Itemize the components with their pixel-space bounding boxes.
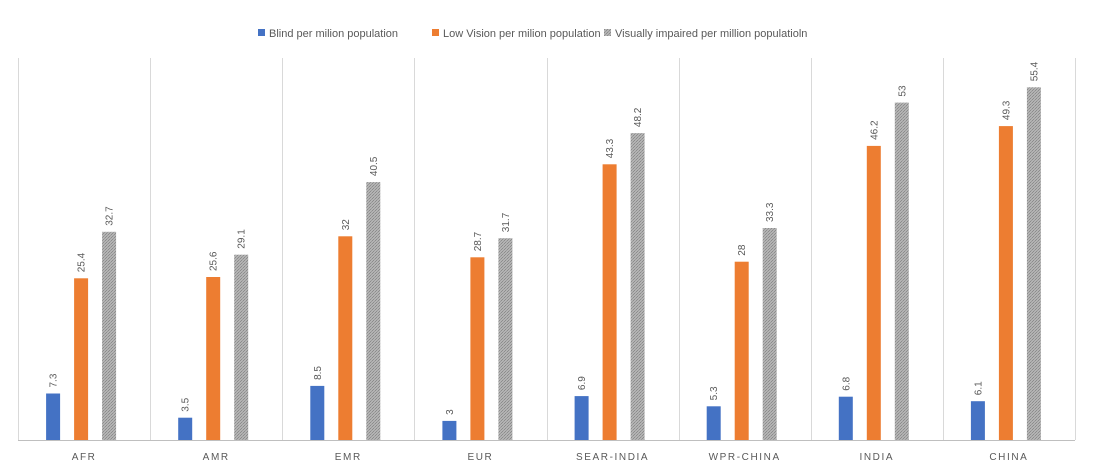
data-label-wpr-china-series-3: 33.3	[765, 202, 776, 222]
bar-china-series-1	[970, 401, 985, 440]
bar-india-series-3	[894, 102, 909, 440]
x-tick-label-india: INDIA	[859, 452, 894, 463]
bar-china-series-2	[998, 126, 1013, 440]
legend-swatch-3	[604, 29, 611, 36]
data-label-india-series-3: 53	[897, 85, 908, 97]
data-label-afr-series-2: 25.4	[77, 252, 88, 272]
legend-swatch-2	[432, 29, 439, 36]
data-label-eur-series-1: 3	[445, 409, 456, 415]
x-tick-label-amr: AMR	[203, 452, 230, 463]
data-label-india-series-2: 46.2	[869, 120, 880, 140]
bar-emr-series-1	[310, 385, 325, 440]
x-tick-label-emr: EMR	[335, 452, 362, 463]
data-label-china-series-2: 49.3	[1001, 100, 1012, 120]
bar-emr-series-2	[338, 236, 353, 440]
bar-wpr-china-series-2	[734, 261, 749, 440]
bar-amr-series-1	[178, 417, 193, 440]
bar-china-series-3	[1026, 87, 1041, 441]
x-tick-label-china: CHINA	[989, 452, 1028, 463]
x-tick-label-afr: AFR	[72, 452, 97, 463]
legend-label-3: Visually impaired per million populatiol…	[615, 28, 807, 40]
legend: Blind per milion population Low Vision pe…	[258, 28, 807, 40]
data-label-emr-series-3: 40.5	[369, 156, 380, 176]
data-label-eur-series-2: 28.7	[473, 231, 484, 251]
data-label-eur-series-3: 31.7	[501, 212, 512, 232]
category-gridlines	[18, 58, 1076, 441]
bar-sear-india-series-2	[602, 164, 617, 441]
bar-wpr-china-series-3	[762, 228, 777, 440]
legend-label-1: Blind per milion population	[269, 28, 398, 40]
data-label-emr-series-2: 32	[341, 219, 352, 231]
bar-emr-series-3	[366, 182, 381, 440]
data-label-afr-series-3: 32.7	[105, 206, 116, 226]
bar-sear-india-series-3	[630, 133, 645, 440]
data-label-afr-series-1: 7.3	[49, 373, 60, 387]
x-tick-label-sear-india: SEAR-INDIA	[576, 452, 649, 463]
bar-afr-series-1	[46, 393, 61, 440]
data-label-amr-series-3: 29.1	[237, 229, 248, 249]
bar-india-series-1	[838, 396, 853, 440]
data-label-amr-series-1: 3.5	[181, 397, 192, 411]
bar-sear-india-series-1	[574, 396, 589, 440]
bar-india-series-2	[866, 145, 881, 440]
data-label-china-series-3: 55.4	[1029, 61, 1040, 81]
bar-eur-series-3	[498, 238, 513, 440]
data-label-wpr-china-series-2: 28	[737, 244, 748, 256]
data-label-amr-series-2: 25.6	[209, 251, 220, 271]
data-label-sear-india-series-1: 6.9	[577, 376, 588, 390]
bars	[46, 87, 1041, 441]
data-label-china-series-1: 6.1	[973, 381, 984, 395]
data-label-sear-india-series-3: 48.2	[633, 107, 644, 127]
bar-amr-series-2	[206, 277, 221, 440]
bar-amr-series-3	[234, 254, 249, 440]
x-tick-label-eur: EUR	[467, 452, 493, 463]
bar-wpr-china-series-1	[706, 406, 721, 440]
data-label-india-series-1: 6.8	[841, 376, 852, 390]
data-labels: 7.3 25.4 32.7 3.5 25.6 29.1 8.5 32 40.5 3 28.7 31.7…	[49, 61, 1041, 415]
legend-swatch-1	[258, 29, 265, 36]
data-label-emr-series-1: 8.5	[313, 366, 324, 380]
bar-eur-series-1	[442, 420, 457, 440]
bar-eur-series-2	[470, 257, 485, 440]
bar-afr-series-3	[102, 231, 117, 440]
legend-label-2: Low Vision per milion population	[443, 28, 601, 40]
bar-afr-series-2	[74, 278, 89, 440]
x-tick-label-wpr-china: WPR-CHINA	[709, 452, 781, 463]
x-axis-tick-labels: AFR AMR EMR EUR SEAR-INDIA WPR-CHINA INDIA CHIN…	[72, 452, 1028, 463]
data-label-wpr-china-series-1: 5.3	[709, 386, 720, 400]
data-label-sear-india-series-2: 43.3	[605, 138, 616, 158]
